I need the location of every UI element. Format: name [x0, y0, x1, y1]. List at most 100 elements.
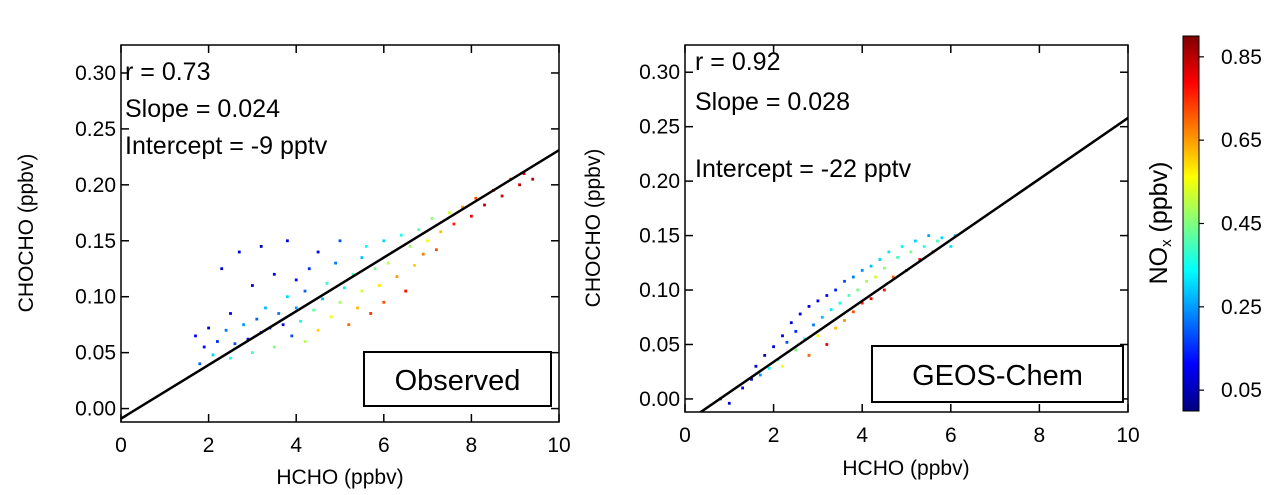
observed-scatter-point: [329, 315, 333, 319]
geos-chem-scatter-point: [856, 288, 860, 292]
observed-scatter-point: [518, 183, 521, 187]
geos-chem-scatter-point: [807, 305, 811, 308]
geos-chem-panel: 0 2 4 6 8 10 0.00 0.05 0.10 0.15 0.20 0.25 0.30 HCH…: [582, 44, 1140, 480]
colorbar-tick-label: 0.45: [1221, 213, 1262, 236]
geos-chem-scatter-point: [922, 245, 926, 248]
observed-scatter-point: [251, 351, 254, 354]
observed-x-tick-label: 6: [378, 434, 390, 457]
geos-chem-scatter-point: [789, 321, 793, 325]
observed-y-tick-label: 0.30: [75, 62, 116, 85]
geos-chem-scatter-point: [940, 236, 944, 240]
observed-scatter-point: [448, 211, 451, 215]
geos-chem-scatter-point: [763, 354, 767, 357]
geos-chem-scatter-point: [798, 312, 802, 316]
observed-y-tick-label: 0.00: [75, 398, 116, 421]
geos-chem-scatter-point: [758, 373, 762, 377]
colorbar-tick-label: 0.25: [1221, 296, 1262, 319]
geos-chem-scatter-point: [851, 310, 855, 314]
observed-scatter-point: [386, 261, 390, 265]
observed-scatter-point: [216, 340, 219, 343]
geos-chem-scatter-point: [838, 301, 842, 305]
observed-scatter-point: [246, 337, 250, 341]
observed-scatter-point: [426, 239, 429, 243]
observed-scatter-point: [404, 289, 408, 293]
observed-scatter-point: [316, 328, 320, 332]
geos-chem-x-tick-label: 10: [1116, 424, 1139, 447]
geos-chem-y-tick-label: 0.10: [639, 279, 680, 302]
geos-chem-panel-label-box: [871, 345, 1124, 403]
geos-chem-slope-stat: Slope = 0.028: [695, 88, 850, 116]
observed-y-tick-label: 0.05: [75, 342, 116, 365]
observed-y-ticks: 0.00 0.05 0.10 0.15 0.20 0.25 0.30: [75, 62, 559, 421]
geos-chem-scatter-point: [812, 323, 815, 327]
observed-x-tick-label: 2: [203, 434, 215, 457]
geos-chem-y-tick-label: 0.25: [639, 116, 680, 139]
observed-scatter-point: [290, 334, 294, 338]
observed-r-stat: r = 0.73: [125, 58, 210, 86]
observed-fit-line: [121, 149, 559, 420]
geos-chem-scatter-point: [847, 294, 851, 297]
observed-scatter-point: [373, 267, 377, 271]
geos-chem-scatter-point: [865, 279, 868, 283]
observed-scatter-point: [347, 323, 351, 327]
observed-scatter-point: [500, 194, 504, 198]
geos-chem-scatter-point: [794, 348, 798, 352]
colorbar-gradient: [1182, 35, 1200, 412]
observed-scatter-points: [194, 172, 535, 366]
colorbar-tick-label: 0.65: [1221, 129, 1262, 152]
observed-scatter-point: [255, 317, 259, 321]
observed-scatter-point: [321, 297, 324, 301]
observed-scatter-point: [325, 281, 329, 285]
observed-y-tick-label: 0.25: [75, 118, 116, 141]
geos-chem-y-tick-label: 0.20: [639, 170, 680, 193]
colorbar-tick-label: 0.85: [1221, 46, 1262, 69]
geos-chem-scatter-point: [883, 266, 886, 270]
geos-chem-scatter-point: [807, 354, 811, 357]
geos-chem-scatter-point: [816, 334, 820, 338]
observed-scatter-point: [220, 267, 224, 271]
observed-scatter-point: [194, 334, 197, 338]
observed-scatter-point: [286, 239, 289, 243]
observed-x-tick-label: 0: [115, 434, 127, 457]
geos-chem-scatter-point: [887, 250, 891, 254]
observed-scatter-point: [303, 340, 307, 343]
geos-chem-x-tick-label: 8: [1034, 424, 1046, 447]
geos-chem-scatter-point: [834, 288, 837, 292]
observed-scatter-point: [211, 353, 215, 357]
geos-chem-scatter-point: [772, 345, 775, 349]
observed-scatter-point: [202, 345, 206, 349]
observed-scatter-point: [399, 233, 403, 237]
observed-panel-label: Observed: [395, 365, 521, 397]
observed-scatter-point: [338, 239, 342, 243]
observed-scatter-point: [382, 300, 386, 304]
observed-scatter-point: [281, 323, 285, 327]
observed-panel-label-box: [363, 351, 552, 407]
observed-scatter-point: [286, 295, 289, 299]
geos-chem-scatter-point: [750, 377, 753, 381]
geos-chem-y-tick-label: 0.05: [639, 333, 680, 356]
observed-scatter-point: [531, 177, 535, 181]
observed-scatter-point: [272, 345, 276, 349]
observed-scatter-point: [435, 248, 438, 252]
geos-chem-scatter-point: [891, 275, 895, 279]
observed-scatter-point: [242, 323, 245, 327]
geos-chem-y-ticks: 0.00 0.05 0.10 0.15 0.20 0.25 0.30: [639, 61, 1128, 411]
geos-chem-scatter-point: [820, 315, 824, 319]
observed-scatter-point: [452, 222, 456, 226]
observed-x-tick-label: 10: [547, 434, 570, 457]
observed-scatter-point: [461, 205, 464, 209]
observed-scatter-point: [229, 312, 232, 315]
geos-chem-scatter-point: [767, 367, 771, 370]
observed-x-tick-label: 8: [466, 434, 478, 457]
observed-scatter-point: [356, 306, 359, 310]
observed-scatter-point: [382, 239, 386, 243]
observed-scatter-point: [483, 203, 486, 207]
observed-x-tick-label: 4: [290, 434, 302, 457]
geos-chem-x-ticks: 0 2 4 6 8 10: [679, 45, 1140, 447]
observed-scatter-point: [421, 252, 425, 256]
observed-scatter-point: [343, 286, 346, 290]
geos-chem-scatter-point: [843, 279, 846, 283]
geos-chem-panel-label: GEOS-Chem: [912, 360, 1083, 392]
geos-chem-scatter-point: [936, 239, 939, 243]
